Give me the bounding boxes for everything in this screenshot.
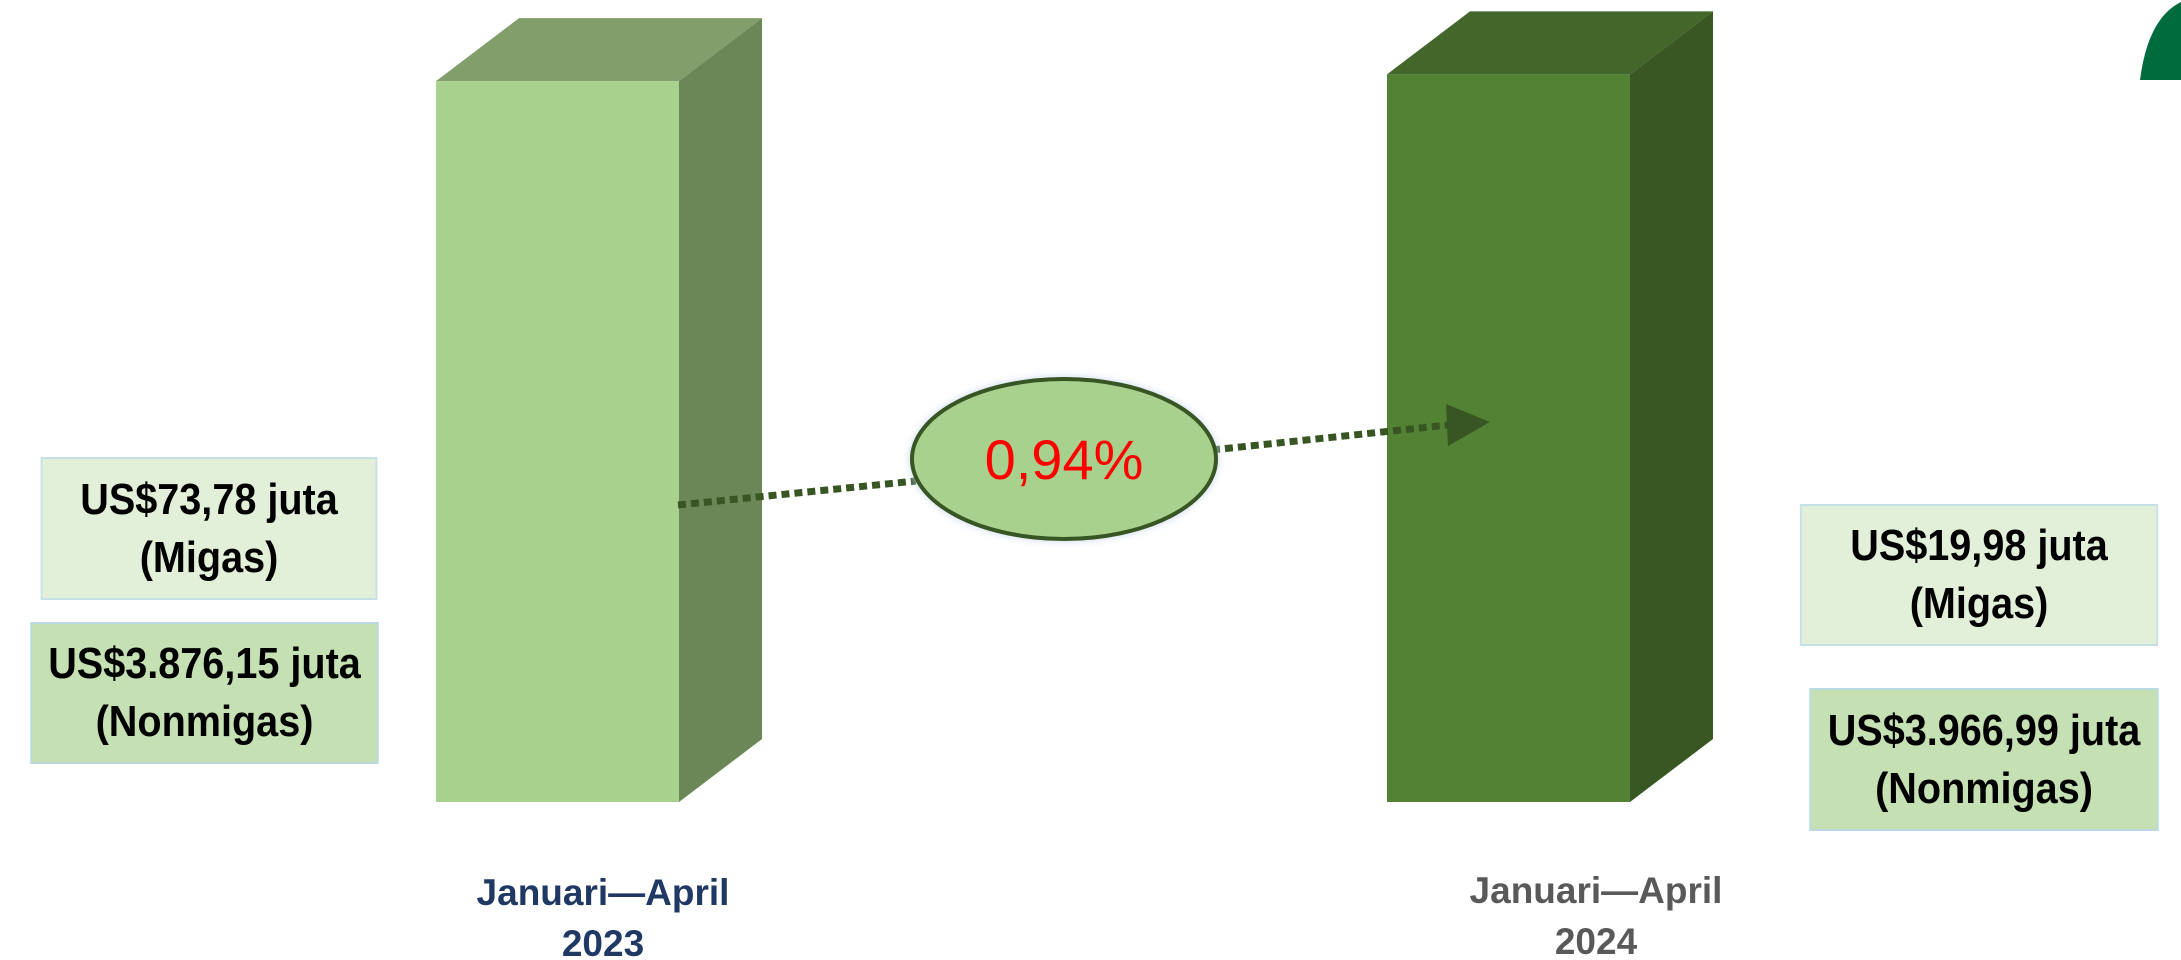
nonmigas-2023-label: (Nonmigas) — [95, 697, 314, 746]
migas-2023-value: US$73,78 juta — [80, 474, 338, 524]
migas-2024-box: US$19,98 juta (Migas) — [1799, 504, 2159, 646]
nonmigas-2023-value: US$3.876,15 juta — [48, 639, 361, 688]
bar-2024 — [1387, 11, 1713, 802]
nonmigas-2023-box: US$3.876,15 juta (Nonmigas) — [30, 622, 379, 764]
migas-2023-box: US$73,78 juta (Migas) — [40, 457, 378, 600]
change-ellipse — [910, 377, 1218, 541]
migas-2024-label: (Migas) — [1909, 579, 2049, 628]
category-2024-line1: Januari—April — [1469, 870, 1723, 911]
category-label-2023: Januari—April 2023 — [423, 867, 783, 960]
nonmigas-2024-box: US$3.966,99 juta (Nonmigas) — [1809, 688, 2159, 831]
bar-2024-side-face — [1630, 11, 1713, 802]
change-arrow-left-segment — [677, 477, 917, 509]
bar-2024-front-face — [1387, 74, 1630, 802]
nonmigas-2024-label: (Nonmigas) — [1875, 763, 2093, 813]
bar-2023 — [436, 18, 762, 803]
nonmigas-2024-value: US$3.966,99 juta — [1827, 705, 2141, 755]
bar-2023-side-face — [679, 18, 762, 803]
change-percent-label: 0,94% — [985, 428, 1144, 491]
bars-layer — [436, 11, 1713, 803]
corner-decoration — [2140, 2, 2181, 80]
change-bubble: 0,94% — [910, 377, 1218, 541]
migas-2024-value: US$19,98 juta — [1850, 521, 2108, 570]
change-arrow — [677, 404, 1490, 509]
change-arrow-right-segment — [1211, 421, 1449, 454]
category-label-2024: Januari—April 2024 — [1416, 865, 1776, 960]
category-2024-line2: 2024 — [1554, 921, 1638, 960]
category-2023-line2: 2023 — [561, 923, 645, 960]
bar-2023-top-face — [436, 18, 762, 82]
bar-2024-top-face — [1387, 11, 1713, 75]
migas-2023-label: (Migas) — [139, 532, 279, 582]
change-arrow-head — [1446, 404, 1490, 446]
category-2023-line1: Januari—April — [476, 872, 730, 913]
bar-2023-front-face — [436, 81, 679, 803]
